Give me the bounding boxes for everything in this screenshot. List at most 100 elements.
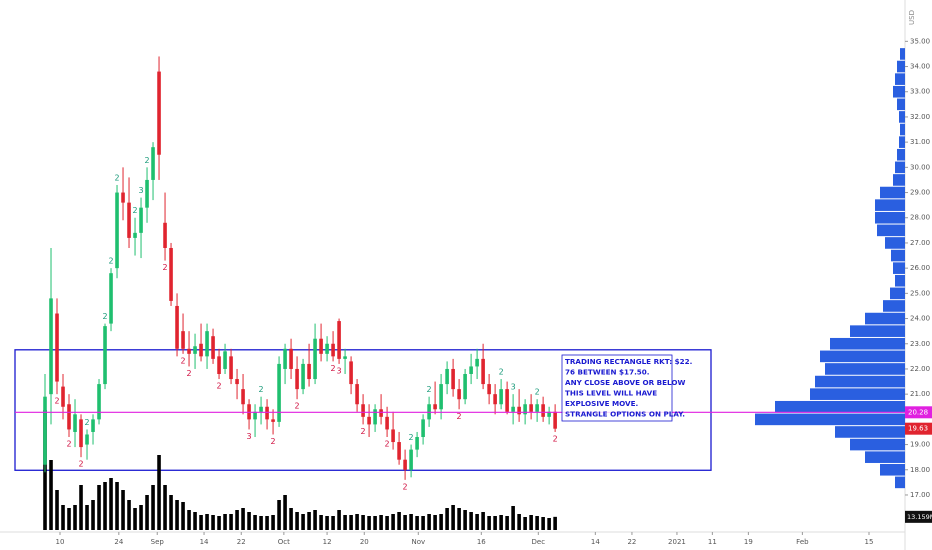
candle-body xyxy=(199,343,203,357)
note-line: THIS LEVEL WILL HAVE xyxy=(565,389,657,398)
volume-bar xyxy=(349,515,353,530)
y-tick-label: 31.00 xyxy=(910,138,930,146)
volume-bar xyxy=(499,515,503,530)
y-tick-label: 30.00 xyxy=(910,163,930,171)
candle-body xyxy=(469,366,473,374)
candle-body xyxy=(85,434,89,445)
candle-body xyxy=(409,449,413,470)
volume-bar xyxy=(55,490,59,530)
x-tick-label: Sep xyxy=(151,538,165,546)
volume-bar xyxy=(397,512,401,530)
volume-bar xyxy=(367,516,371,530)
count-label: 2 xyxy=(54,397,59,406)
count-label: 2 xyxy=(102,312,107,321)
volume-bar xyxy=(505,516,509,530)
count-label: 2 xyxy=(259,385,264,394)
candle-body xyxy=(175,305,179,349)
candle-body xyxy=(475,358,479,367)
volume-bar xyxy=(409,514,413,530)
candle-body xyxy=(157,71,161,155)
candle-body xyxy=(181,331,185,349)
candle-body xyxy=(445,368,449,385)
volume-bar xyxy=(163,485,167,530)
volume-bar xyxy=(103,482,107,530)
candle-body xyxy=(289,348,293,369)
volume-profile-bar xyxy=(850,438,905,451)
candle-body xyxy=(493,394,497,405)
candle-body xyxy=(403,459,407,470)
candle-body xyxy=(91,419,95,432)
candle-body xyxy=(139,207,143,233)
volume-bar xyxy=(427,514,431,530)
volume-bar xyxy=(247,512,251,530)
candle-body xyxy=(415,437,419,450)
volume-bar xyxy=(277,500,281,530)
volume-profile-bar xyxy=(893,85,905,98)
volume-profile-bar xyxy=(830,337,905,350)
volume-profile-bar xyxy=(893,174,905,186)
candle-body xyxy=(121,192,125,203)
volume-bar xyxy=(235,510,239,530)
volume-bar xyxy=(355,514,359,530)
candle-body xyxy=(193,346,197,354)
volume-bar xyxy=(331,516,335,530)
x-tick-label: 11 xyxy=(708,538,717,546)
count-label: 2 xyxy=(331,364,336,373)
volume-bar xyxy=(439,514,443,530)
candle-body xyxy=(325,343,329,354)
note-line: 76 BETWEEN $17.50. xyxy=(565,368,650,377)
candle-body xyxy=(547,411,551,417)
candle-body xyxy=(73,414,77,432)
candle-body xyxy=(553,411,557,429)
count-label: 2 xyxy=(78,460,83,469)
candle-body xyxy=(229,356,233,380)
y-tick-label: 25.00 xyxy=(910,289,930,297)
volume-profile-bar xyxy=(899,111,905,123)
candle-body xyxy=(481,358,485,385)
y-tick-label: 29.00 xyxy=(910,189,930,197)
volume-profile-bar xyxy=(850,325,905,337)
volume-profile-bar xyxy=(895,476,905,489)
candle-body xyxy=(283,348,287,369)
volume-bar xyxy=(61,505,65,530)
candle-body xyxy=(463,373,467,400)
volume-profile-bar xyxy=(897,60,905,73)
volume-bar xyxy=(511,506,515,530)
y-tick-label: 23.00 xyxy=(910,340,930,348)
volume-bar xyxy=(91,500,95,530)
count-label: 2 xyxy=(108,257,113,266)
volume-bar xyxy=(175,500,179,530)
volume-bar xyxy=(229,514,233,530)
volume-bar xyxy=(169,495,173,530)
candle-body xyxy=(337,321,341,359)
count-label: 2 xyxy=(295,402,300,411)
candle-body xyxy=(529,404,533,412)
count-label: 2 xyxy=(180,356,185,365)
note-line: STRANGLE OPTIONS ON PLAY. xyxy=(565,410,685,419)
count-label: 2 xyxy=(403,482,408,491)
x-tick-label: 19 xyxy=(744,538,753,546)
volume-bar xyxy=(493,516,497,530)
volume-bar xyxy=(313,510,317,530)
volume-bar xyxy=(115,482,119,530)
volume-bar xyxy=(67,508,71,530)
candle-body xyxy=(55,313,59,382)
volume-profile-bar xyxy=(820,350,905,363)
candle-body xyxy=(79,419,83,448)
volume-profile-bar xyxy=(875,199,905,211)
volume-bar xyxy=(415,516,419,530)
volume-bar xyxy=(319,515,323,530)
volume-bar xyxy=(373,516,377,530)
candle-body xyxy=(313,338,317,380)
candle-body xyxy=(163,222,167,248)
volume-bar xyxy=(49,460,53,530)
candle-body xyxy=(349,361,353,385)
volume-profile-bar xyxy=(895,73,905,85)
volume-profile-bar xyxy=(865,451,905,463)
volume-profile-bar xyxy=(815,375,905,388)
candle-body xyxy=(421,419,425,438)
candle-body xyxy=(541,404,545,417)
volume-bar xyxy=(127,500,131,530)
volume-bar xyxy=(145,495,149,530)
x-tick-label: Dec xyxy=(532,538,546,546)
